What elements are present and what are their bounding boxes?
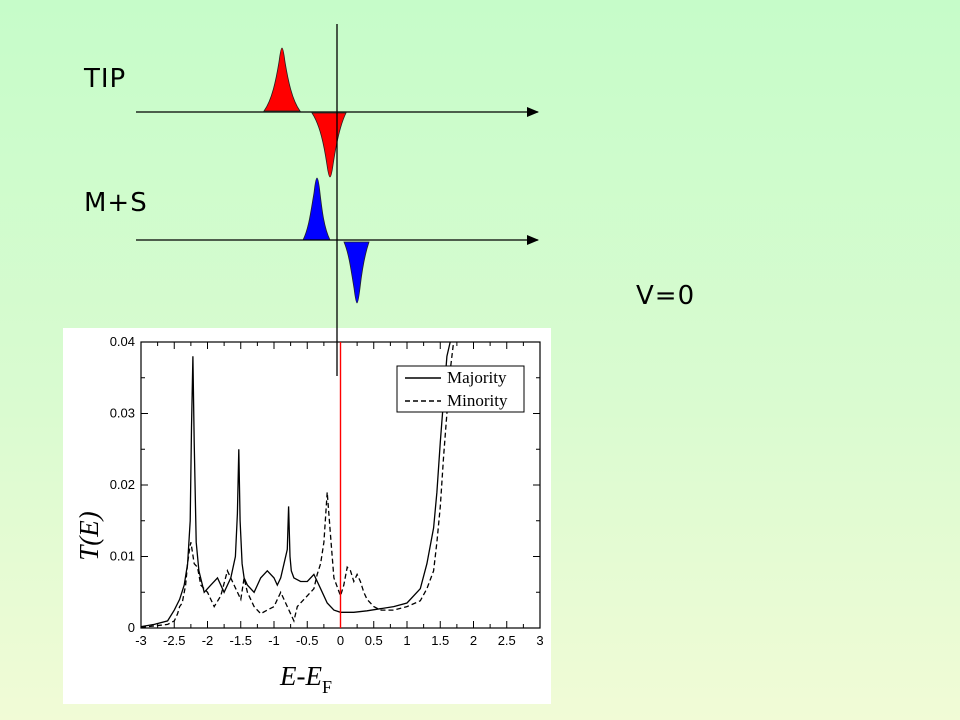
x-tick-label: 1.5 <box>431 633 449 648</box>
y-tick-label: 0.01 <box>110 549 135 564</box>
x-axis-title: E-EF <box>279 661 332 697</box>
x-tick-label: 2 <box>470 633 477 648</box>
x-axis-title-subscript: F <box>322 677 332 697</box>
y-axis-title: T(E) <box>74 511 104 561</box>
series-line-majority <box>141 342 451 628</box>
tip-minority-lobe <box>311 112 347 178</box>
legend-minority-label: Minority <box>447 391 508 410</box>
transmission-chart-panel: 0 0.01 0.02 0.03 0.04 -3 -2.5 -2 -1.5 -1 -0.5 0 0.5… <box>63 328 551 704</box>
y-tick-label: 0.02 <box>110 477 135 492</box>
ms-majority-lobe <box>302 177 331 241</box>
x-tick-label: 1 <box>403 633 410 648</box>
series-group <box>141 342 455 628</box>
x-tick-label: 0.5 <box>365 633 383 648</box>
x-tick-label: -1.5 <box>230 633 252 648</box>
x-tick-label: 2.5 <box>498 633 516 648</box>
legend-box <box>396 365 525 413</box>
transmission-chart: 0 0.01 0.02 0.03 0.04 -3 -2.5 -2 -1.5 -1 -0.5 0 0.5… <box>74 334 544 697</box>
y-tick-label: 0.03 <box>110 406 135 421</box>
y-tick-label: 0.04 <box>110 334 135 349</box>
tip-label: TIP <box>84 64 127 94</box>
bias-voltage-label: V=0 <box>636 281 696 311</box>
x-tick-label: 3 <box>536 633 543 648</box>
x-axis-title-main: E-E <box>279 661 322 691</box>
series-line-minority <box>141 342 455 628</box>
legend-majority-label: Majority <box>447 368 507 387</box>
x-tick-label: -3 <box>135 633 147 648</box>
x-tick-label: 0 <box>337 633 344 648</box>
x-tick-label: -2 <box>202 633 214 648</box>
legend: Majority Minority <box>396 365 525 413</box>
ms-minority-lobe <box>343 241 370 304</box>
x-axis-ticks: -3 -2.5 -2 -1.5 -1 -0.5 0 0.5 1 1.5 2 2.5 3 <box>135 342 544 648</box>
tip-majority-lobe <box>263 47 301 112</box>
x-tick-label: -2.5 <box>163 633 185 648</box>
x-tick-label: -0.5 <box>296 633 318 648</box>
ms-label: M+S <box>84 188 148 218</box>
y-tick-label: 0 <box>128 620 135 635</box>
y-axis-ticks: 0 0.01 0.02 0.03 0.04 <box>110 334 540 635</box>
x-tick-label: -1 <box>268 633 280 648</box>
